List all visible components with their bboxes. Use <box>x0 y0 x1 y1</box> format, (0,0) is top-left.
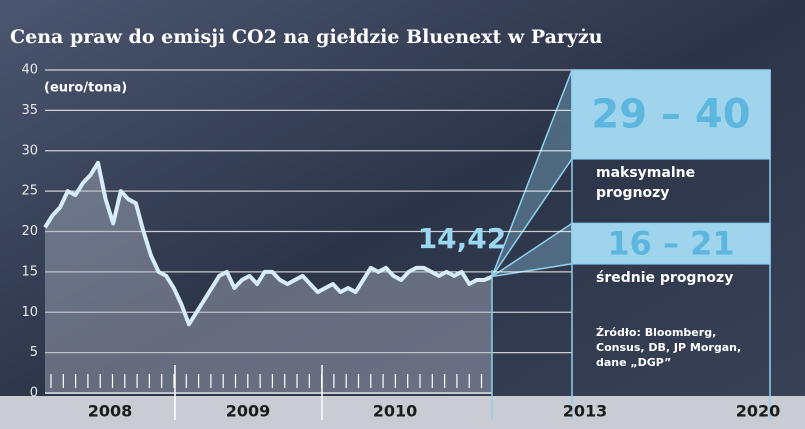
last-value-label: 14,42 <box>418 222 507 255</box>
source: Źródło: Bloomberg, Consus, DB, JP Morgan,… <box>596 326 741 369</box>
area <box>45 162 492 393</box>
y-tick-label: 40 <box>21 63 38 78</box>
forecast-note: średnie prognozy <box>596 270 733 286</box>
y-tick-label: 30 <box>21 143 38 158</box>
y-tick-label: 35 <box>21 103 38 118</box>
x-tick-label: 2010 <box>373 402 418 421</box>
forecast-label: 29 – 40 <box>591 91 750 137</box>
forecast-box <box>571 69 771 160</box>
year-band <box>0 396 805 429</box>
forecast-note-line: prognozy <box>596 185 669 201</box>
source-line: Consus, DB, JP Morgan, <box>596 341 741 354</box>
y-axis-label: (euro/tona) <box>44 81 127 96</box>
x-tick-label: 2013 <box>563 402 608 421</box>
source-line: Źródło: Bloomberg, <box>596 326 716 339</box>
y-tick-label: 5 <box>30 345 38 360</box>
y-tick-label: 15 <box>21 264 38 279</box>
chart-title: Cena praw do emisji CO2 na giełdzie Blue… <box>10 26 603 48</box>
forecast-note: maksymalne prognozy <box>596 165 695 201</box>
y-tick-label: 0 <box>30 386 38 401</box>
line <box>43 160 493 327</box>
y-tick-label: 25 <box>21 184 38 199</box>
forecast-box <box>571 222 771 265</box>
y-tick-label: 10 <box>21 305 38 320</box>
forecast-label: 16 – 21 <box>607 225 734 263</box>
forecast-note-line: maksymalne <box>596 165 695 181</box>
y-tick-label: 20 <box>21 224 38 239</box>
x-tick-label: 2020 <box>736 402 781 421</box>
x-tick-label: 2009 <box>226 402 271 421</box>
x-tick-label: 2008 <box>88 402 133 421</box>
source-line: dane „DGP” <box>596 356 671 369</box>
